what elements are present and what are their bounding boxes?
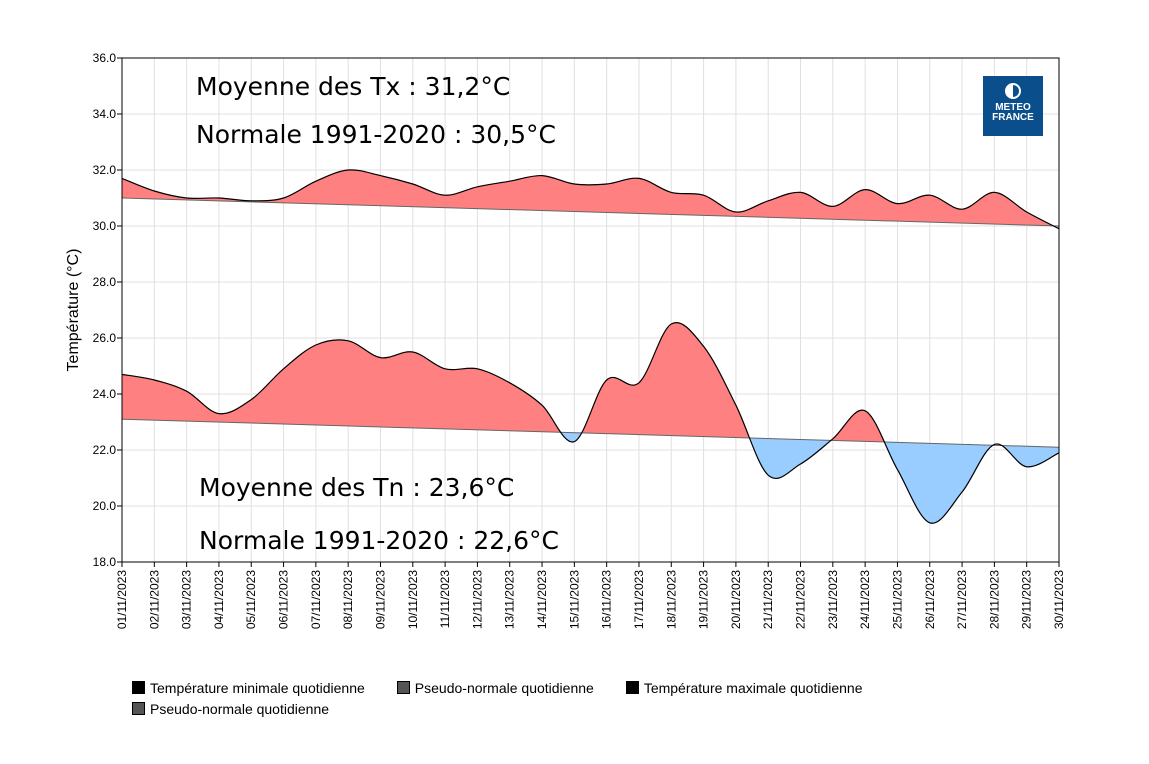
x-tick-label: 28/11/2023 — [987, 570, 1001, 629]
x-tick-label: 16/11/2023 — [600, 570, 614, 629]
logo-line2: FRANCE — [992, 112, 1034, 123]
x-tick-label: 27/11/2023 — [955, 570, 969, 629]
logo-icon — [1005, 83, 1021, 99]
y-tick-label: 32.0 — [93, 163, 117, 177]
x-tick-label: 24/11/2023 — [858, 570, 872, 629]
y-tick-label: 30.0 — [93, 219, 117, 233]
tn-normal-annotation: Normale 1991-2020 : 22,6°C — [199, 526, 559, 555]
legend-swatch — [132, 681, 145, 694]
y-tick-label: 28.0 — [93, 275, 117, 289]
x-tick-label: 15/11/2023 — [567, 570, 581, 629]
legend: Température minimale quotidienne Pseudo-n… — [132, 678, 992, 720]
tx-mean-annotation: Moyenne des Tx : 31,2°C — [196, 72, 511, 101]
legend-swatch — [132, 702, 145, 715]
x-tick-label: 04/11/2023 — [212, 570, 226, 629]
x-tick-label: 08/11/2023 — [341, 570, 355, 629]
y-tick-label: 20.0 — [93, 499, 117, 513]
tx-normal-annotation: Normale 1991-2020 : 30,5°C — [196, 120, 556, 149]
x-tick-label: 02/11/2023 — [147, 570, 161, 629]
y-tick-label: 22.0 — [93, 443, 117, 457]
tn-line — [121, 322, 1060, 524]
tx-line — [121, 169, 1060, 230]
x-tick-label: 01/11/2023 — [115, 570, 129, 629]
y-tick-label: 34.0 — [93, 107, 117, 121]
x-tick-label: 25/11/2023 — [890, 570, 904, 629]
legend-swatch — [625, 681, 639, 694]
logo-line1: METEO — [995, 102, 1031, 113]
legend-label: Pseudo-normale quotidienne — [414, 680, 594, 696]
x-tick-label: 06/11/2023 — [277, 570, 291, 629]
x-tick-label: 12/11/2023 — [470, 570, 484, 629]
x-tick-label: 29/11/2023 — [1020, 570, 1034, 629]
x-tick-label: 09/11/2023 — [373, 570, 387, 629]
tx-above-normal-area — [122, 169, 1059, 226]
legend-item: Température maximale quotidienne — [625, 678, 863, 699]
legend-swatch — [396, 681, 410, 694]
y-tick-label: 36.0 — [93, 51, 117, 65]
legend-label: Température maximale quotidienne — [643, 680, 863, 696]
x-tick-label: 26/11/2023 — [923, 570, 937, 629]
x-tick-label: 20/11/2023 — [729, 570, 743, 629]
legend-item: Température minimale quotidienne — [132, 678, 365, 699]
x-tick-label: 23/11/2023 — [826, 570, 840, 629]
tx-normal-line — [121, 197, 1060, 227]
legend-label: Température minimale quotidienne — [150, 680, 365, 696]
tn-mean-annotation: Moyenne des Tn : 23,6°C — [199, 473, 515, 502]
x-tick-label: 05/11/2023 — [244, 570, 258, 629]
x-tick-label: 19/11/2023 — [697, 570, 711, 629]
x-tick-label: 07/11/2023 — [309, 570, 323, 629]
meteo-france-logo: METEO FRANCE — [983, 76, 1043, 136]
x-tick-label: 14/11/2023 — [535, 570, 549, 629]
legend-item: Pseudo-normale quotidienne — [132, 699, 329, 720]
x-tick-label: 18/11/2023 — [664, 570, 678, 629]
y-axis-label: Température (°C) — [65, 249, 82, 372]
tn-above-normal-area — [122, 322, 1059, 448]
x-tick-label: 30/11/2023 — [1052, 570, 1066, 629]
x-tick-label: 11/11/2023 — [438, 570, 452, 629]
legend-item: Pseudo-normale quotidienne — [396, 678, 594, 699]
y-tick-label: 24.0 — [93, 387, 117, 401]
x-tick-label: 21/11/2023 — [761, 570, 775, 629]
y-tick-label: 26.0 — [93, 331, 117, 345]
x-tick-label: 03/11/2023 — [180, 570, 194, 629]
x-tick-label: 17/11/2023 — [632, 570, 646, 629]
x-tick-label: 13/11/2023 — [503, 570, 517, 629]
legend-label: Pseudo-normale quotidienne — [150, 701, 330, 717]
y-tick-label: 18.0 — [93, 555, 117, 569]
tn-normal-line — [121, 418, 1060, 448]
x-tick-label: 10/11/2023 — [406, 570, 420, 629]
x-tick-label: 22/11/2023 — [794, 570, 808, 629]
plot-frame — [121, 57, 1060, 563]
